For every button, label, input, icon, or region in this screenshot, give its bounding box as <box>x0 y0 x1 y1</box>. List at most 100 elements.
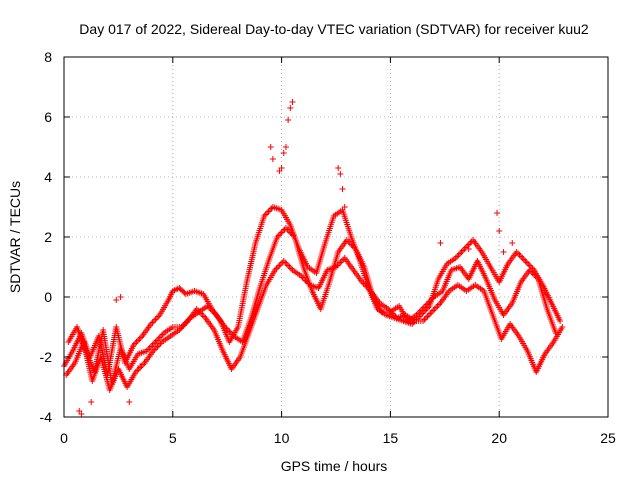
data-point <box>276 262 283 269</box>
data-point <box>421 316 428 323</box>
data-point <box>425 312 432 318</box>
data-point <box>282 259 289 266</box>
data-point <box>455 252 462 258</box>
data-point <box>431 306 438 312</box>
data-point <box>517 253 524 260</box>
data-point <box>559 324 566 330</box>
data-point <box>525 261 532 267</box>
data-point <box>457 250 464 257</box>
data-point <box>286 264 293 270</box>
data-point <box>152 316 159 323</box>
data-point <box>88 399 95 405</box>
data-point <box>285 117 292 123</box>
data-point <box>416 309 423 315</box>
data-point <box>136 336 143 342</box>
data-point <box>277 261 284 267</box>
data-point <box>280 258 287 264</box>
data-point <box>277 231 284 237</box>
data-point <box>435 301 442 308</box>
data-point <box>523 259 530 266</box>
data-point <box>459 247 466 254</box>
data-point <box>422 315 429 321</box>
data-point <box>424 313 431 320</box>
data-point <box>267 144 274 150</box>
data-point <box>113 297 120 303</box>
data-point <box>137 363 144 369</box>
data-point <box>414 310 421 317</box>
data-point <box>458 249 465 255</box>
data-point <box>428 309 435 315</box>
data-point <box>335 165 342 171</box>
data-point <box>429 295 436 302</box>
x-tick-label: 25 <box>600 430 616 446</box>
data-point <box>264 210 271 216</box>
chart-title: Day 017 of 2022, Sidereal Day-to-day VTE… <box>79 21 589 37</box>
y-tick-label: 6 <box>44 109 52 125</box>
data-point <box>78 411 85 417</box>
data-point <box>419 306 426 312</box>
data-point <box>287 105 294 111</box>
data-point <box>117 294 124 300</box>
data-point <box>140 361 147 368</box>
data-point <box>522 258 529 264</box>
data-point <box>464 243 471 249</box>
y-tick-label: 8 <box>44 49 52 65</box>
y-axis-label: SDTVAR / TECUs <box>7 181 23 293</box>
data-point <box>280 228 287 234</box>
y-tick-label: -4 <box>40 409 53 425</box>
data-point <box>338 258 345 264</box>
data-point <box>278 229 285 236</box>
data-point <box>269 156 276 162</box>
data-point <box>126 399 133 405</box>
data-point <box>417 307 424 314</box>
y-tick-label: -2 <box>40 349 53 365</box>
data-point <box>200 313 207 320</box>
data-point <box>337 171 344 177</box>
data-point <box>496 228 503 234</box>
data-point <box>153 315 160 321</box>
data-point <box>134 337 141 344</box>
x-tick-label: 5 <box>169 430 177 446</box>
data-point <box>137 334 144 341</box>
y-tick-label: 4 <box>44 169 52 185</box>
data-point <box>150 318 157 324</box>
data-point <box>149 319 156 326</box>
data-point <box>434 303 441 309</box>
data-point <box>282 225 289 231</box>
data-point <box>159 331 166 338</box>
data-point <box>423 301 430 308</box>
y-tick-label: 2 <box>44 229 52 245</box>
data-point <box>467 240 474 246</box>
data-point <box>341 204 348 210</box>
data-point <box>500 249 507 255</box>
data-point <box>516 252 523 258</box>
data-point <box>454 253 461 260</box>
data-point <box>133 339 140 345</box>
data-point <box>280 150 287 156</box>
data-point <box>135 366 142 372</box>
data-point <box>274 264 281 270</box>
x-tick-label: 10 <box>274 430 290 446</box>
data-point <box>283 261 290 267</box>
data-point <box>519 255 526 261</box>
data-point <box>465 246 472 252</box>
data-point <box>509 240 516 246</box>
data-point <box>278 165 285 171</box>
data-points <box>61 99 566 417</box>
grid <box>64 57 608 417</box>
data-point <box>462 244 469 251</box>
data-point <box>520 256 527 263</box>
data-point <box>430 307 437 314</box>
data-point <box>557 318 564 324</box>
data-point <box>282 144 289 150</box>
data-point <box>427 310 434 317</box>
data-point <box>339 186 346 192</box>
x-tick-label: 0 <box>60 430 68 446</box>
data-point <box>288 265 295 272</box>
data-point <box>433 304 440 311</box>
data-point <box>265 208 272 215</box>
x-tick-label: 20 <box>491 430 507 446</box>
data-point <box>285 262 292 269</box>
x-axis-label: GPS time / hours <box>281 458 388 474</box>
